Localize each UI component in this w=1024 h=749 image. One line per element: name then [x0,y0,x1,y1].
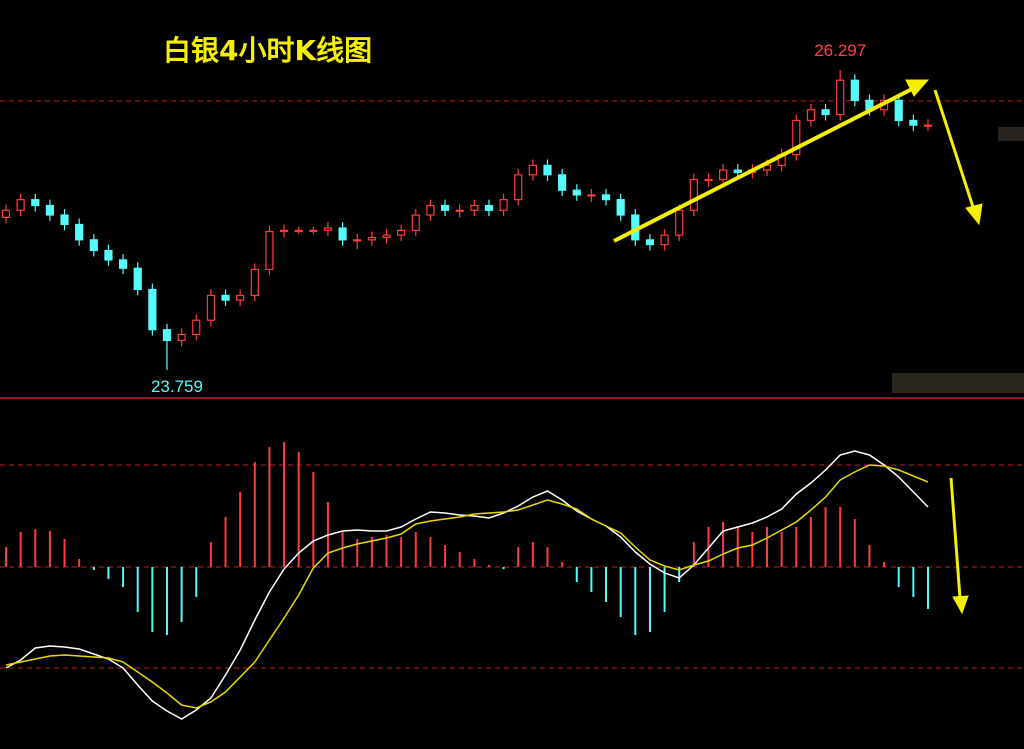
candle-body [514,174,523,201]
candle-body [148,288,157,331]
candle-body [89,239,98,252]
price-panel [1,69,933,371]
candle-body [133,267,142,291]
candle-body [558,174,567,191]
candle-body [836,79,845,116]
candle-body [353,239,362,242]
candle-body [104,249,113,261]
blurred-label [998,127,1024,141]
candle-body [118,259,128,269]
candle-body [440,204,450,211]
candle-body [675,209,684,236]
candle-body [367,236,376,241]
candle-body [733,169,742,174]
candle-body [309,229,318,232]
candle-body [455,209,464,212]
arrow-head [952,595,969,615]
candle-body [250,268,259,297]
candle-body [909,119,918,126]
candle-body [689,178,698,211]
candle-body [279,229,289,233]
candle-body [762,164,772,171]
candle-body [221,294,230,301]
candle-body [338,227,347,241]
candle-body [411,214,420,231]
candle-body [806,109,816,122]
trend-arrow [933,89,976,211]
candle-body [177,333,186,341]
candle-body [382,234,391,239]
candle-body [894,99,903,122]
candle-body [45,204,55,216]
candle-body [660,234,669,246]
trend-arrow [949,477,962,599]
trend-arrow [613,87,913,243]
candle-body [75,223,84,241]
candle-body [265,230,274,270]
candle-body [1,209,11,218]
candle-body [792,119,801,156]
candle-body [704,178,713,182]
candle-body [323,227,333,231]
candle-body [499,199,508,211]
candle-body [572,189,581,196]
candle-body [192,319,201,336]
candle-body [543,164,552,176]
candle-body [484,204,494,211]
candle-body [16,199,25,211]
candle-body [236,294,245,301]
candle-body [601,194,611,201]
candle-body [587,194,596,197]
candle-body [397,229,406,236]
candle-body [616,199,625,216]
chart-title: 白银4小时K线图 [163,34,372,67]
candle-body [645,239,655,246]
candle-body [31,199,40,207]
blurred-label [892,373,1024,393]
arrow-head [905,79,930,97]
trend-arrows [613,79,983,615]
candle-body [528,164,537,176]
candle-body [162,329,172,341]
candle-body [206,294,215,321]
candle-body [821,109,830,116]
candle-body [850,79,859,101]
candle-body [60,214,69,226]
candle-body [426,204,435,216]
candle-body [923,124,933,127]
low-label: 23.759 [151,377,203,396]
candle-body [294,229,303,232]
candle-body [470,204,479,211]
high-label: 26.297 [814,41,866,60]
macd-panel [5,442,929,720]
arrow-head [965,203,983,226]
macd-line [5,464,929,709]
candle-body [719,169,728,181]
